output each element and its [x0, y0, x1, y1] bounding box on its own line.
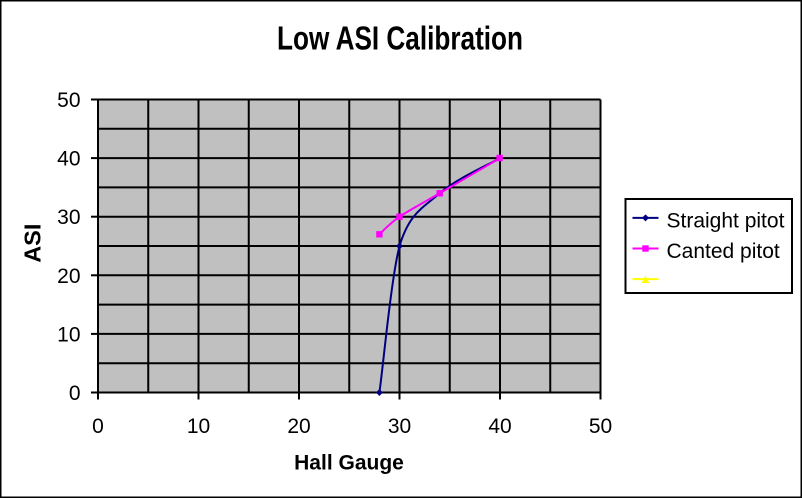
- svg-text:20: 20: [57, 265, 80, 288]
- svg-text:0: 0: [69, 382, 81, 405]
- svg-text:Hall Gauge: Hall Gauge: [294, 451, 404, 474]
- svg-text:30: 30: [388, 415, 411, 438]
- svg-text:Low ASI Calibration: Low ASI Calibration: [277, 19, 523, 56]
- svg-text:30: 30: [57, 206, 80, 229]
- svg-text:0: 0: [92, 415, 104, 438]
- svg-text:20: 20: [287, 415, 310, 438]
- svg-text:40: 40: [57, 148, 80, 171]
- svg-text:ASI: ASI: [20, 224, 46, 263]
- svg-text:10: 10: [57, 323, 80, 346]
- svg-text:10: 10: [187, 415, 210, 438]
- svg-text:50: 50: [57, 89, 80, 112]
- svg-text:Canted pitot: Canted pitot: [667, 240, 780, 263]
- svg-text:50: 50: [589, 415, 612, 438]
- svg-text:40: 40: [488, 415, 511, 438]
- svg-text:Straight pitot: Straight pitot: [667, 210, 785, 233]
